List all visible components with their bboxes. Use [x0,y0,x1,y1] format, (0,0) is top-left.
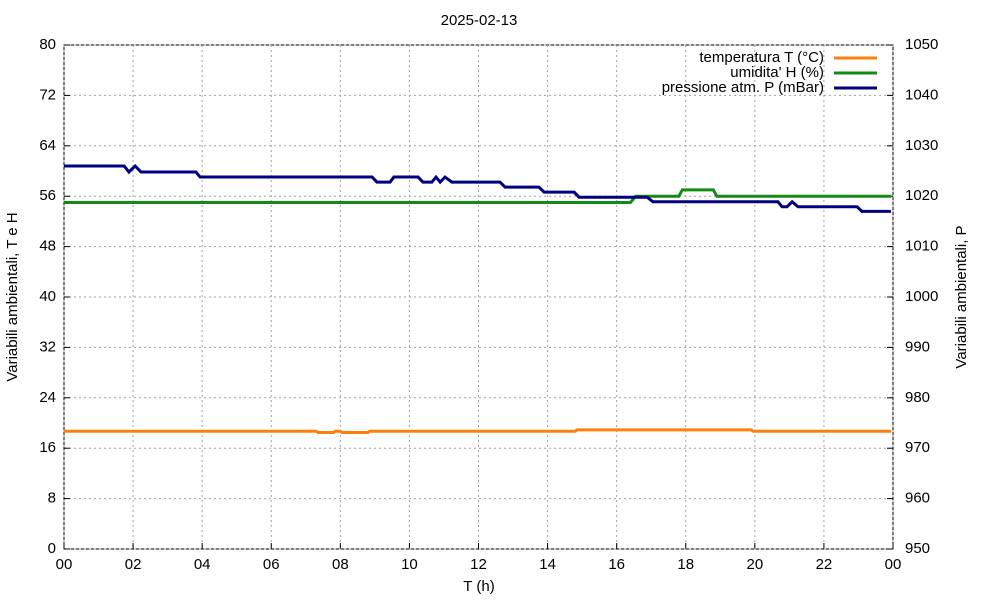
legend-label: pressione atm. P (mBar) [662,79,824,96]
y2-tick-label: 1010 [905,238,938,255]
y-tick-label: 16 [39,439,56,456]
x-axis-label: T (h) [463,578,494,595]
x-tick-label: 06 [263,556,280,573]
y-tick-label: 48 [39,238,56,255]
legend-label: umidita' H (%) [730,64,824,81]
y-tick-label: 40 [39,288,56,305]
y2-tick-label: 1020 [905,187,938,204]
x-tick-label: 00 [56,556,73,573]
series-line [64,188,892,204]
y-tick-label: 0 [48,540,56,557]
y-tick-label: 80 [39,36,56,53]
y-tick-label: 8 [48,490,56,507]
chart-title: 2025-02-13 [441,12,518,29]
y2-tick-label: 990 [905,338,930,355]
y2-tick-label: 970 [905,439,930,456]
y2-tick-label: 1030 [905,137,938,154]
x-tick-label: 02 [125,556,142,573]
x-tick-label: 20 [746,556,763,573]
x-tick-label: 04 [194,556,211,573]
y-tick-label: 72 [39,86,56,103]
x-tick-label: 10 [401,556,418,573]
series-line [64,163,891,213]
legend-label: temperatura T (°C) [699,49,824,66]
y2-axis-label: Variabili ambientali, P [953,225,970,368]
y2-tick-label: 1040 [905,86,938,103]
y-tick-label: 64 [39,137,56,154]
y2-tick-label: 950 [905,540,930,557]
y2-tick-label: 1050 [905,36,938,53]
y-axis-label: Variabili ambientali, T e H [4,212,21,381]
x-tick-label: 00 [885,556,902,573]
series-line [64,428,892,434]
x-tick-label: 12 [470,556,487,573]
y-tick-label: 56 [39,187,56,204]
y-tick-label: 32 [39,338,56,355]
x-tick-label: 16 [608,556,625,573]
y2-tick-label: 980 [905,389,930,406]
y-tick-label: 24 [39,389,56,406]
x-tick-label: 08 [332,556,349,573]
x-tick-label: 22 [816,556,833,573]
y2-tick-label: 960 [905,490,930,507]
x-tick-label: 18 [677,556,694,573]
x-tick-label: 14 [539,556,556,573]
y2-tick-label: 1000 [905,288,938,305]
